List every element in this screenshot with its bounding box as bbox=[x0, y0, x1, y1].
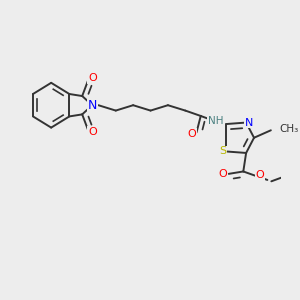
Text: N: N bbox=[88, 99, 97, 112]
Text: O: O bbox=[219, 169, 227, 179]
Text: O: O bbox=[88, 127, 97, 137]
Text: CH₃: CH₃ bbox=[280, 124, 299, 134]
Text: O: O bbox=[88, 73, 97, 83]
Text: N: N bbox=[245, 118, 254, 128]
Text: S: S bbox=[220, 146, 226, 157]
Text: NH: NH bbox=[208, 116, 223, 126]
Text: O: O bbox=[187, 129, 196, 139]
Text: O: O bbox=[256, 170, 265, 180]
